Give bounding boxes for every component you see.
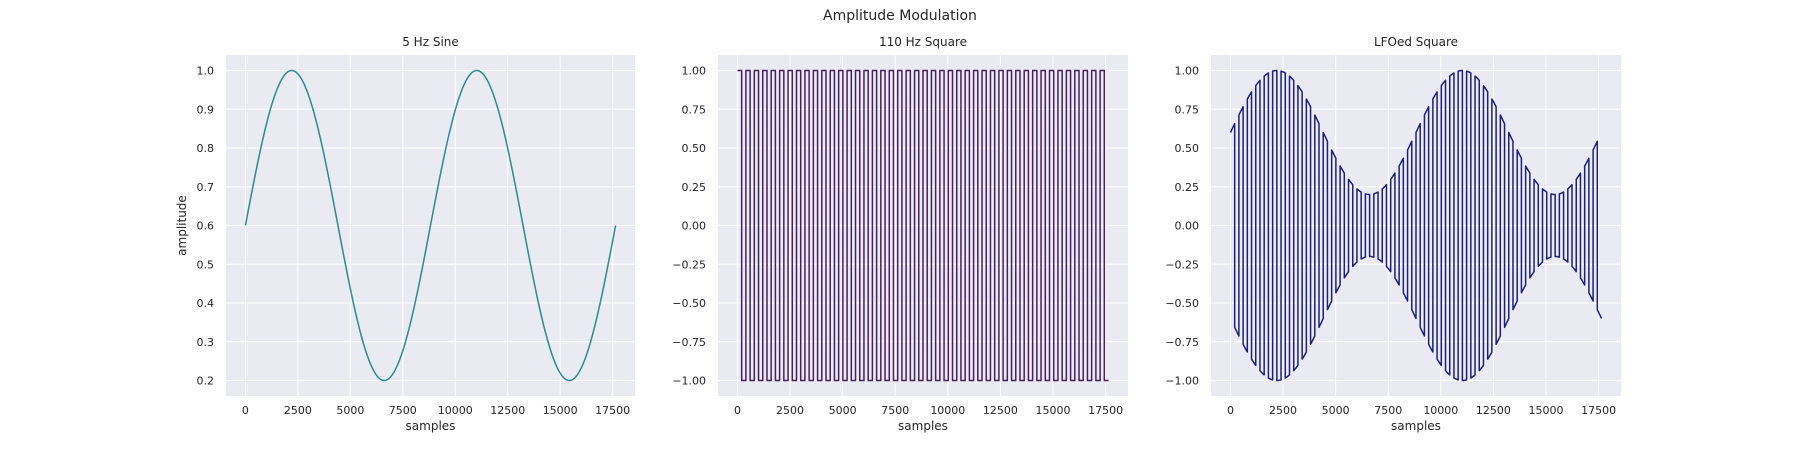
- x-tick-label: 7500: [881, 404, 909, 417]
- x-tick-label: 7500: [389, 404, 417, 417]
- y-tick-label: −0.25: [1165, 258, 1199, 271]
- panel-1: 0 2500 5000 7500 10000 12500 15000 17500 0.2 0.3 0…: [175, 35, 635, 433]
- x-tick-label: 15000: [1036, 404, 1071, 417]
- y-tick-label: −0.75: [672, 336, 706, 349]
- series-line: [244, 69, 617, 382]
- y-tick-label: 0.75: [682, 103, 707, 116]
- figure-title: Amplitude Modulation: [823, 8, 977, 24]
- x-tick-label: 10000: [930, 404, 965, 417]
- x-tick-label: 17500: [1088, 404, 1123, 417]
- x-tick-label: 12500: [1476, 404, 1511, 417]
- panel-3: 0 2500 5000 7500 10000 12500 15000 17500 −1.00 −0…: [1165, 35, 1621, 433]
- x-tick-label: 5000: [336, 404, 364, 417]
- y-tick-label: −0.50: [672, 297, 706, 310]
- y-tick-label: 0.5: [197, 258, 215, 271]
- y-tick-label: 1.00: [1175, 65, 1200, 78]
- x-tick-label: 12500: [490, 404, 525, 417]
- y-tick-label: 0.50: [682, 142, 707, 155]
- y-tick-label: 0.00: [1175, 220, 1200, 233]
- x-tick-label: 2500: [1269, 404, 1297, 417]
- y-tick-label: 0.00: [682, 220, 707, 233]
- x-tick-label: 7500: [1374, 404, 1402, 417]
- y-tick-label: 0.4: [197, 297, 215, 310]
- x-tick-label: 5000: [829, 404, 857, 417]
- series-line: [737, 69, 1109, 382]
- subplot-title: 110 Hz Square: [879, 35, 967, 49]
- y-tick-label: −1.00: [1165, 375, 1199, 388]
- y-tick-label: 0.2: [197, 375, 215, 388]
- series-line: [1229, 69, 1603, 382]
- y-tick-label: 0.25: [682, 181, 707, 194]
- y-tick-label: 0.50: [1175, 142, 1200, 155]
- x-tick-label: 2500: [776, 404, 804, 417]
- y-tick-label: 1.00: [682, 65, 707, 78]
- x-tick-label: 10000: [1423, 404, 1458, 417]
- y-tick-label: −1.00: [672, 375, 706, 388]
- panel-2: 0 2500 5000 7500 10000 12500 15000 17500 −1.00 −0…: [672, 35, 1128, 433]
- subplot-title: 5 Hz Sine: [402, 35, 459, 49]
- y-tick-label: 0.75: [1175, 103, 1200, 116]
- x-tick-label: 17500: [595, 404, 630, 417]
- y-axis-label: amplitude: [175, 195, 189, 256]
- subplot-title: LFOed Square: [1374, 35, 1458, 49]
- y-tick-label: −0.75: [1165, 336, 1199, 349]
- x-tick-label: 12500: [983, 404, 1018, 417]
- y-tick-label: 0.6: [197, 220, 215, 233]
- x-tick-label: 17500: [1581, 404, 1616, 417]
- x-tick-label: 0: [1227, 404, 1234, 417]
- x-tick-label: 0: [734, 404, 741, 417]
- y-tick-label: 1.0: [197, 65, 215, 78]
- y-tick-label: 0.8: [197, 142, 215, 155]
- x-tick-label: 5000: [1322, 404, 1350, 417]
- x-tick-label: 15000: [1529, 404, 1564, 417]
- x-axis-label: samples: [898, 419, 948, 433]
- x-tick-label: 2500: [284, 404, 312, 417]
- x-tick-label: 10000: [438, 404, 473, 417]
- x-axis-label: samples: [1391, 419, 1441, 433]
- y-tick-label: −0.50: [1165, 297, 1199, 310]
- y-tick-label: 0.7: [197, 181, 215, 194]
- y-tick-label: −0.25: [672, 258, 706, 271]
- x-tick-label: 15000: [543, 404, 578, 417]
- y-tick-label: 0.9: [197, 103, 215, 116]
- x-axis-label: samples: [406, 419, 456, 433]
- y-tick-label: 0.3: [197, 336, 215, 349]
- x-tick-label: 0: [242, 404, 249, 417]
- y-tick-label: 0.25: [1175, 181, 1200, 194]
